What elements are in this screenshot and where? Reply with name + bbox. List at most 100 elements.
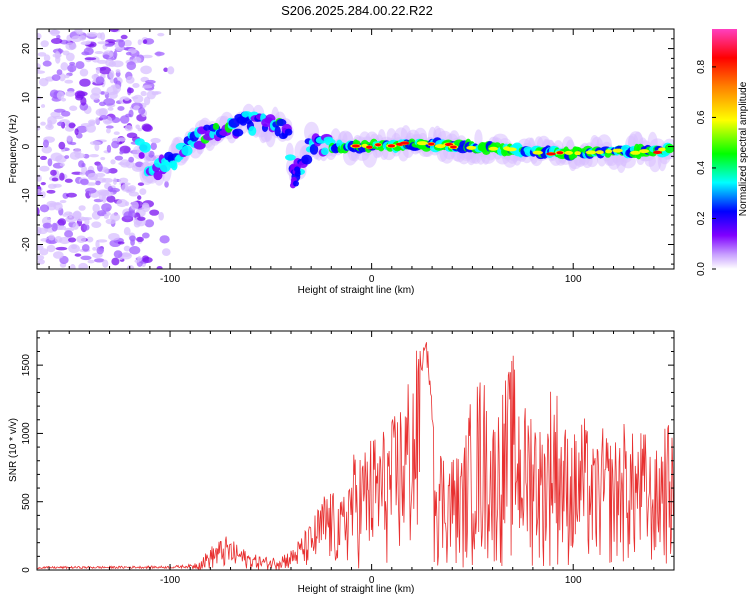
spectral-blob — [118, 162, 125, 166]
spectral-blob — [150, 142, 157, 151]
spectral-blob — [140, 90, 147, 97]
spectral-blob — [43, 54, 51, 62]
spectral-blob — [95, 180, 101, 186]
spectral-blob — [143, 96, 151, 106]
spectral-blob — [375, 143, 382, 147]
spectral-blob — [37, 32, 42, 40]
spectral-blob — [140, 65, 152, 75]
spectral-blob — [60, 62, 69, 71]
spectral-blob — [86, 236, 94, 243]
spectral-blob — [115, 46, 125, 52]
spectral-blob — [144, 219, 155, 228]
spectral-blob — [156, 266, 163, 269]
spectral-blob — [132, 56, 142, 64]
figure-title: S206.2025.284.00.22.R22 — [281, 3, 433, 18]
spectral-blob — [64, 227, 75, 232]
spectral-blob — [129, 246, 141, 255]
snr-frame — [36, 330, 675, 571]
spectral-blob — [123, 245, 131, 252]
colorbar: 0.0 0.2 0.4 0.6 0.8 Normalized spectral ampl… — [696, 29, 749, 276]
spectral-blob — [69, 105, 78, 111]
spectral-blob — [122, 162, 131, 166]
spectral-blob — [130, 201, 139, 211]
spectral-blob — [100, 32, 106, 41]
spectral-blob — [100, 156, 106, 161]
snr-x-tick-label: -100 — [160, 575, 180, 586]
colorbar-tick-label: 0.0 — [696, 262, 707, 276]
spectral-blob — [123, 39, 132, 47]
spectral-blob — [83, 47, 94, 56]
spectral-blob — [91, 221, 102, 228]
spectral-blob — [98, 101, 106, 107]
spectral-blob — [117, 106, 125, 111]
spectral-blob — [171, 160, 178, 171]
spectral-blob — [85, 123, 97, 133]
snr-y-label: SNR (10 * v/v) — [8, 418, 19, 482]
colorbar-ticks: 0.0 0.2 0.4 0.6 0.8 — [696, 60, 716, 276]
spectral-blob — [91, 87, 102, 96]
spectral-blob — [111, 60, 124, 68]
spectral-blob — [145, 79, 156, 84]
spectral-blob — [56, 69, 63, 76]
spectral-blob — [151, 91, 159, 96]
spectral-blob — [128, 109, 134, 118]
spectral-blob — [37, 207, 40, 216]
spectral-blob — [41, 191, 46, 199]
spectral-blob — [574, 151, 581, 156]
spectral-blob — [96, 163, 103, 172]
spectral-blob — [64, 79, 74, 84]
spectral-blob — [48, 234, 55, 241]
spectral-blob — [74, 153, 86, 159]
spectral-blob — [99, 115, 109, 120]
spectral-blob — [556, 151, 564, 155]
spectral-blob — [76, 235, 87, 244]
spectral-blob — [301, 154, 313, 165]
spectral-blob — [86, 182, 97, 186]
spectral-blob — [284, 128, 293, 136]
spectral-blob — [51, 177, 59, 182]
spectral-blob — [351, 144, 360, 148]
spectral-blob — [157, 32, 165, 37]
spectral-blob — [137, 195, 142, 200]
colorbar-tick-label: 0.4 — [696, 161, 707, 175]
spectral-blob — [108, 187, 120, 193]
spectral-blob — [65, 42, 77, 51]
spectral-blob — [105, 125, 114, 129]
spectral-blob — [69, 61, 76, 66]
spectral-blob — [136, 216, 146, 221]
spectral-blob — [50, 29, 60, 37]
spectral-blob — [37, 254, 45, 261]
spectral-blob — [99, 66, 112, 75]
spectral-blob — [653, 150, 662, 154]
spectral-blob — [658, 147, 666, 152]
spectral-blob — [81, 162, 86, 168]
spectral-blob — [232, 128, 244, 137]
spectral-blob — [40, 104, 46, 108]
spectral-blob — [40, 182, 46, 186]
snr-series-line — [37, 342, 674, 570]
spectral-blob — [103, 213, 109, 219]
spectral-blob — [158, 211, 164, 221]
spectral-blob — [59, 199, 67, 204]
spectral-blob — [585, 150, 597, 155]
spectral-blob — [53, 108, 66, 113]
spectral-blob — [113, 50, 118, 59]
spectral-blob — [141, 54, 153, 59]
spectral-blob — [80, 178, 89, 186]
spectral-blob — [630, 150, 641, 155]
snr-y-tick-label: 1000 — [21, 422, 32, 445]
spectral-blob — [101, 203, 112, 212]
spectral-blob — [47, 158, 53, 167]
spectral-blob — [366, 145, 373, 149]
spectral-blob — [64, 178, 73, 183]
spectral-blob — [129, 235, 136, 242]
spectral-blob — [128, 185, 137, 192]
spectral-blob — [80, 255, 92, 261]
spectral-blob — [309, 144, 319, 155]
spectral-blob — [61, 97, 67, 102]
spectral-blob — [118, 39, 126, 48]
spectral-blob — [83, 224, 90, 231]
spectral-blob — [133, 220, 141, 228]
